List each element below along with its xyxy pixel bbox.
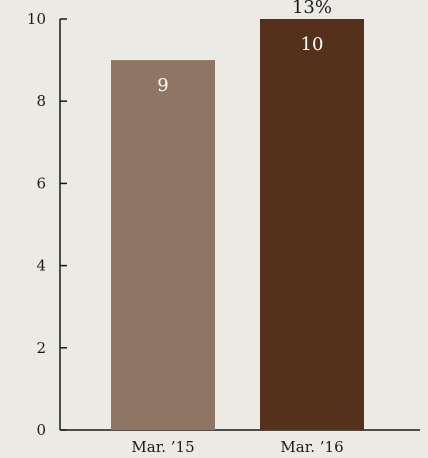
y-tick-label: 2 [36,339,46,357]
y-tick-label: 0 [36,421,46,439]
y-tick-label: 4 [36,257,46,275]
y-tick-label: 10 [27,10,46,28]
y-tick-label: 6 [36,174,46,192]
data-labels: 9 10 [157,34,323,96]
bar-value-label: 10 [301,34,324,55]
bars [111,19,364,430]
bar [260,19,364,430]
x-axis: Mar. ’15 Mar. ’16 [60,429,420,456]
x-tick-label: Mar. ’16 [280,438,343,456]
bar-value-label: 9 [157,75,168,96]
bar [111,60,215,430]
y-axis: 0 2 4 6 8 10 [27,10,67,439]
growth-annotation: 13% [292,0,332,18]
x-tick-label: Mar. ’15 [131,438,194,456]
y-tick-label: 8 [36,92,46,110]
